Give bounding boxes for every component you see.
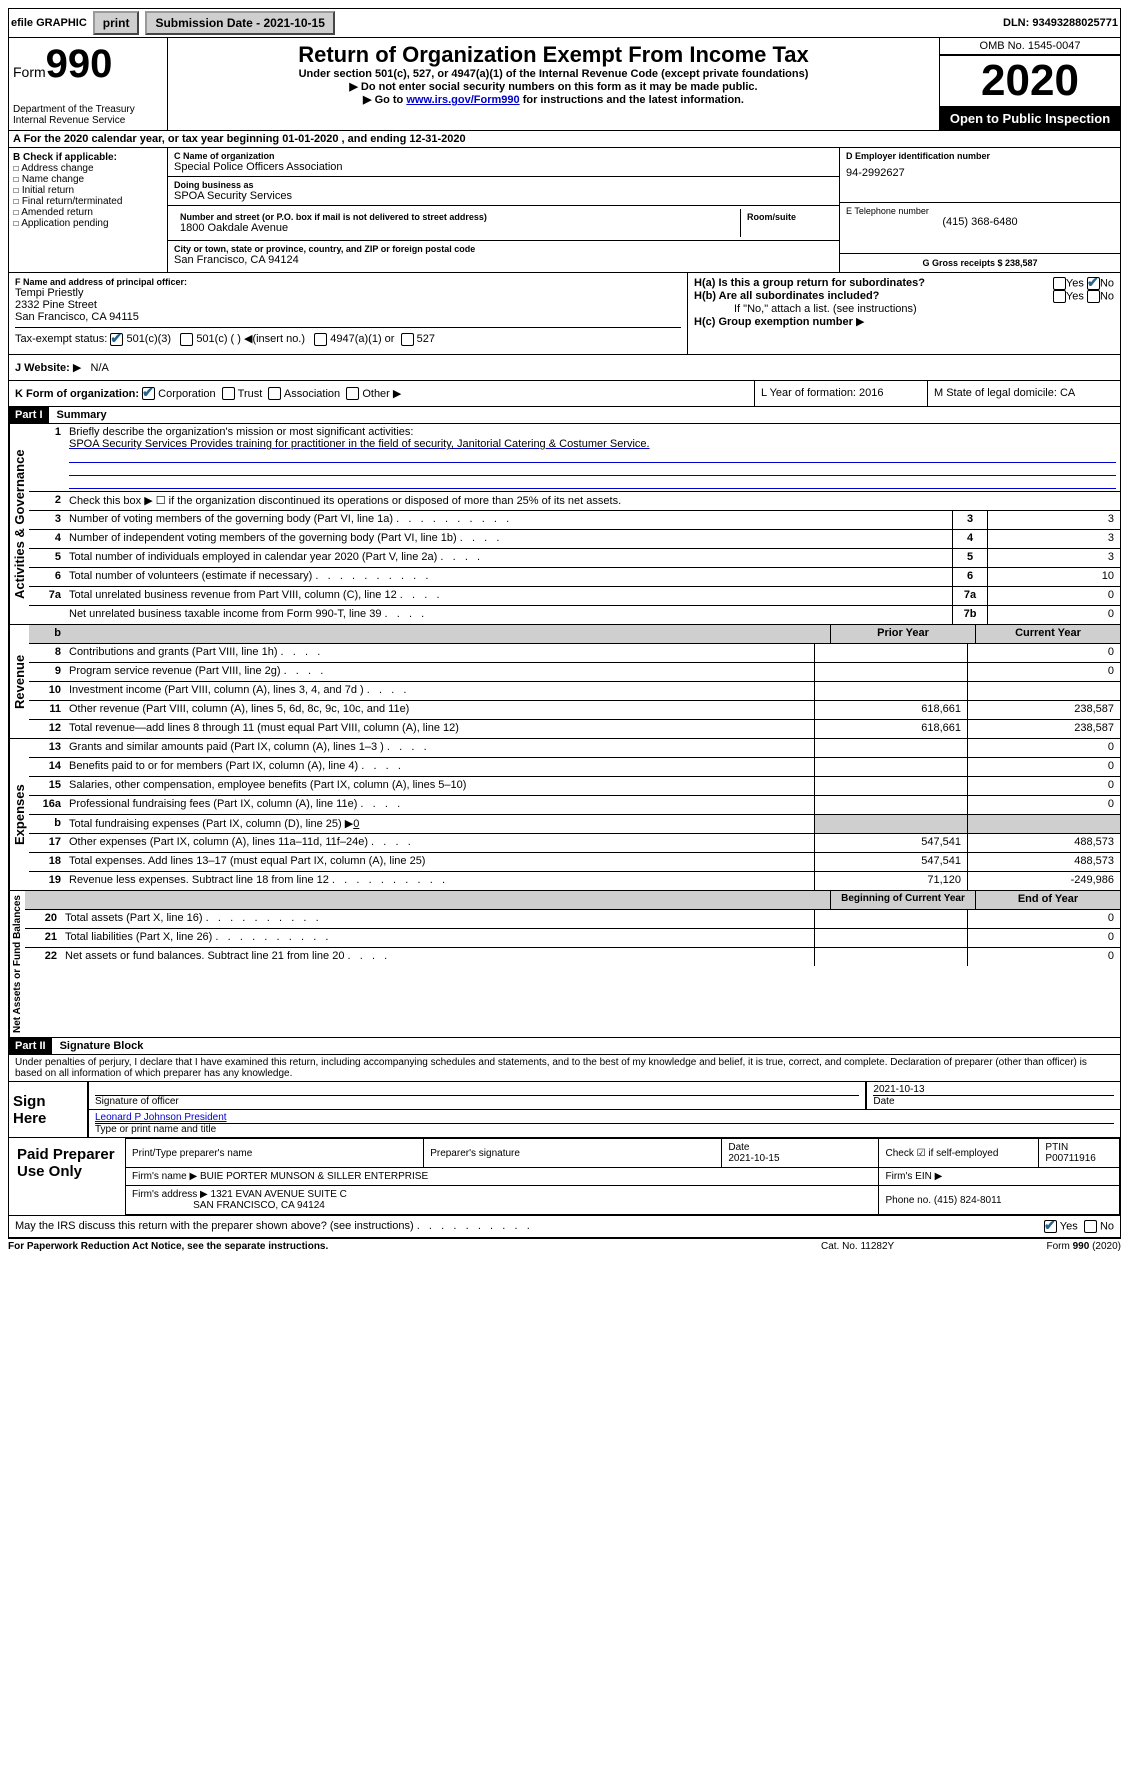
- street-address: 1800 Oakdale Avenue: [180, 222, 734, 234]
- top-bar: efile GRAPHIC print Submission Date - 20…: [8, 8, 1121, 38]
- officer-name-link[interactable]: Leonard P Johnson President: [95, 1112, 227, 1123]
- form-title: Return of Organization Exempt From Incom…: [172, 42, 935, 68]
- state-domicile: M State of legal domicile: CA: [927, 381, 1120, 407]
- dept-treasury: Department of the Treasury Internal Reve…: [13, 104, 163, 126]
- net-assets-section: Net Assets or Fund Balances Beginning of…: [8, 891, 1121, 1038]
- paid-preparer-block: Paid Preparer Use Only Print/Type prepar…: [8, 1138, 1121, 1216]
- city-state-zip: San Francisco, CA 94124: [174, 254, 833, 266]
- print-button[interactable]: print: [93, 11, 140, 35]
- org-name: Special Police Officers Association: [174, 161, 833, 173]
- ssn-note: ▶ Do not enter social security numbers o…: [172, 80, 935, 93]
- checkbox-501c3[interactable]: [110, 333, 123, 346]
- form-subtitle: Under section 501(c), 527, or 4947(a)(1)…: [172, 68, 935, 80]
- goto-note: ▶ Go to www.irs.gov/Form990 for instruct…: [172, 93, 935, 106]
- perjury-statement: Under penalties of perjury, I declare th…: [8, 1055, 1121, 1082]
- ein-value: 94-2992627: [846, 161, 1114, 179]
- gross-receipts: G Gross receipts $ 238,587: [922, 258, 1037, 268]
- sign-here-block: Sign Here Signature of officer 2021-10-1…: [8, 1082, 1121, 1138]
- checkbox-discuss-yes[interactable]: [1044, 1220, 1057, 1233]
- part-i-header: Part I Summary: [8, 407, 1121, 424]
- section-j: J Website: ▶ N/A: [8, 355, 1121, 381]
- section-fhi: F Name and address of principal officer:…: [8, 273, 1121, 355]
- expenses-section: Expenses 13Grants and similar amounts pa…: [8, 739, 1121, 891]
- section-klm: K Form of organization: Corporation Trus…: [8, 381, 1121, 408]
- form-number: Form990: [13, 42, 163, 87]
- officer-name: Tempi Priestly: [15, 287, 681, 299]
- col-d-ein-phone: D Employer identification number 94-2992…: [839, 148, 1120, 272]
- checkbox-corporation[interactable]: [142, 387, 155, 400]
- col-c-org-info: C Name of organization Special Police Of…: [168, 148, 839, 272]
- part-ii-header: Part II Signature Block: [8, 1038, 1121, 1055]
- year-formation: L Year of formation: 2016: [754, 381, 927, 407]
- open-to-public: Open to Public Inspection: [940, 107, 1120, 130]
- mission-text: SPOA Security Services Provides training…: [69, 438, 650, 450]
- submission-date-button[interactable]: Submission Date - 2021-10-15: [145, 11, 334, 35]
- col-b-checkboxes: B Check if applicable: ☐ Address change …: [9, 148, 168, 272]
- dln-label: DLN: 93493288025771: [1003, 17, 1118, 29]
- section-a-tax-year: A For the 2020 calendar year, or tax yea…: [8, 131, 1121, 148]
- tax-exempt-status: Tax-exempt status: 501(c)(3) 501(c) ( ) …: [15, 328, 681, 350]
- dba-name: SPOA Security Services: [174, 190, 833, 202]
- tax-year: 2020: [940, 55, 1120, 107]
- efile-label: efile GRAPHIC: [11, 17, 87, 29]
- omb-number: OMB No. 1545-0047: [940, 38, 1120, 55]
- revenue-section: Revenue bPrior YearCurrent Year 8Contrib…: [8, 625, 1121, 739]
- activities-governance: Activities & Governance 1 Briefly descri…: [8, 424, 1121, 625]
- irs-link[interactable]: www.irs.gov/Form990: [406, 94, 519, 106]
- section-bcd: B Check if applicable: ☐ Address change …: [8, 148, 1121, 273]
- checkbox-group-no[interactable]: [1087, 277, 1100, 290]
- discuss-row: May the IRS discuss this return with the…: [8, 1216, 1121, 1238]
- footer: For Paperwork Reduction Act Notice, see …: [8, 1238, 1121, 1252]
- phone-value: (415) 368-6480: [846, 216, 1114, 228]
- form-header: Form990 Department of the Treasury Inter…: [8, 38, 1121, 131]
